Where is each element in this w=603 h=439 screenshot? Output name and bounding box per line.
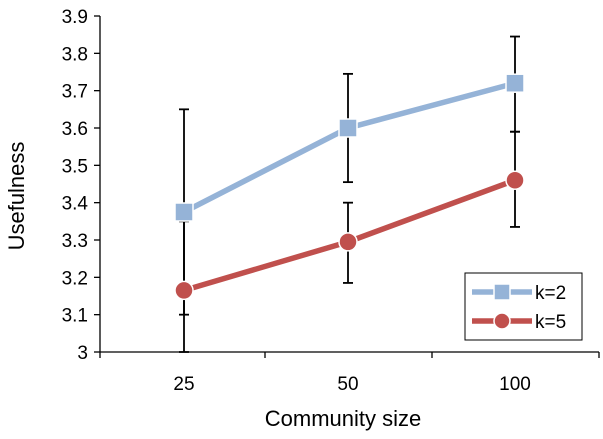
legend-marker-circle	[493, 312, 511, 330]
data-point-k5	[174, 280, 194, 301]
y-tick-label: 3.2	[62, 268, 88, 289]
series-line-k2	[182, 80, 516, 215]
series-group	[174, 73, 525, 301]
y-tick-label: 3.6	[62, 119, 88, 140]
data-point-k2	[505, 73, 525, 93]
x-tick-label: 100	[499, 374, 531, 395]
data-point-k2	[338, 118, 358, 138]
y-axis-title: Usefulness	[4, 142, 29, 251]
x-axis-ticks: 25 50 100	[99, 352, 600, 395]
y-tick-label: 3.7	[62, 82, 88, 103]
y-tick-label: 3	[77, 343, 88, 364]
legend-box	[464, 272, 583, 341]
y-axis-ticks: 3 3.1 3.2 3.3 3.4 3.5 3.6 3.7 3.8 3.9	[62, 7, 100, 364]
data-point-k5	[505, 170, 525, 191]
x-tick-label: 25	[173, 374, 194, 395]
y-tick-label: 3.4	[62, 194, 89, 215]
data-point-k5	[338, 232, 358, 252]
x-tick-label: 50	[337, 374, 358, 395]
y-tick-label: 3.3	[62, 231, 88, 252]
y-tick-label: 3.9	[62, 7, 88, 28]
y-tick-label: 3.8	[62, 44, 88, 65]
y-tick-label: 3.1	[62, 306, 88, 327]
legend-label-k2: k=2	[535, 283, 566, 304]
data-point-k2	[174, 202, 194, 222]
x-axis-title: Community size	[265, 406, 421, 431]
y-tick-label: 3.5	[62, 156, 88, 177]
legend-marker-square	[493, 283, 511, 301]
legend-label-k5: k=5	[535, 312, 566, 333]
legend: k=2 k=5	[464, 272, 583, 341]
